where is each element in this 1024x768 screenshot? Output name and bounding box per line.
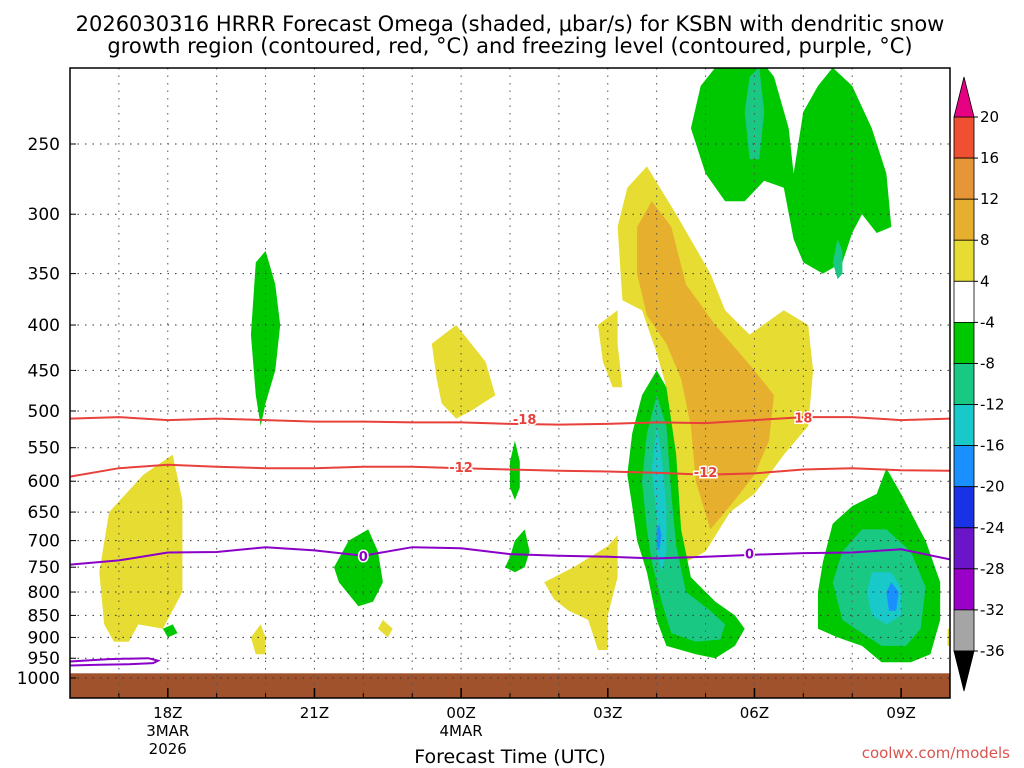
colorbar-label--28: -28 bbox=[980, 560, 1005, 578]
y-tick-label-650: 650 bbox=[28, 503, 60, 523]
colorbar-box-12 bbox=[953, 609, 975, 652]
colorbar-box-4 bbox=[953, 280, 975, 323]
y-tick-label-500: 500 bbox=[28, 402, 60, 422]
colorbar-box-1 bbox=[953, 157, 975, 200]
colorbar-label--4: -4 bbox=[980, 313, 995, 331]
colorbar-label--12: -12 bbox=[980, 396, 1005, 414]
chart-title-line-2: growth region (contoured, red, °C) and f… bbox=[107, 34, 912, 58]
colorbar-box-2 bbox=[953, 198, 975, 241]
colorbar-extend-high bbox=[953, 76, 975, 118]
y-tick-label-950: 950 bbox=[28, 649, 60, 669]
x-tick-label-00Z: 00Z bbox=[446, 704, 475, 722]
colorbar-box-7 bbox=[953, 404, 975, 446]
y-tick-label-600: 600 bbox=[28, 472, 60, 492]
y-tick-label-250: 250 bbox=[28, 135, 60, 155]
grid-lines bbox=[70, 68, 950, 698]
colorbar-box-0 bbox=[953, 116, 975, 159]
colorbar-label-4: 4 bbox=[980, 272, 990, 290]
omega-region-16 bbox=[690, 68, 892, 274]
x-tick-label-06Z: 06Z bbox=[740, 704, 769, 722]
colorbar-label--20: -20 bbox=[980, 478, 1005, 496]
colorbar-label--24: -24 bbox=[980, 519, 1005, 537]
colorbar-box-9 bbox=[953, 486, 975, 529]
x-tick-label-03Z: 03Z bbox=[593, 704, 622, 722]
colorbar-label--32: -32 bbox=[980, 601, 1005, 619]
contour-freezing-low bbox=[70, 657, 161, 667]
y-tick-label-700: 700 bbox=[28, 532, 60, 552]
colorbar-label-16: 16 bbox=[980, 149, 999, 167]
colorbar-box-5 bbox=[953, 321, 975, 364]
y-tick-label-800: 800 bbox=[28, 583, 60, 603]
colorbar-label--16: -16 bbox=[980, 437, 1005, 455]
omega-region-23 bbox=[886, 582, 899, 611]
colorbar-box-8 bbox=[953, 445, 975, 488]
colorbar-label--36: -36 bbox=[980, 642, 1005, 660]
omega-region-7 bbox=[637, 201, 774, 530]
contour-label--12b: -12 bbox=[694, 466, 718, 481]
omega-region-24 bbox=[656, 523, 662, 552]
plot-area: -18 -12 -12 18 0 0 bbox=[69, 67, 951, 699]
omega-region-2 bbox=[378, 619, 393, 638]
colorbar-box-11 bbox=[953, 568, 975, 611]
omega-region-11 bbox=[162, 624, 178, 638]
y-tick-label-300: 300 bbox=[28, 205, 60, 225]
colorbar-label-8: 8 bbox=[980, 231, 990, 249]
x-tick-label-09Z: 09Z bbox=[886, 704, 915, 722]
x-tick-label-18Z: 18Z bbox=[153, 704, 182, 722]
omega-region-4 bbox=[544, 535, 618, 650]
colorbar-label--8: -8 bbox=[980, 354, 995, 372]
colorbar: 20 16 12 8 4 -4 -8 -12 -16 -20 -24 -28 -32 -36 bbox=[953, 76, 1005, 692]
colorbar-label-12: 12 bbox=[980, 190, 999, 208]
y-tick-label-550: 550 bbox=[28, 439, 60, 459]
chart-title-line-1: 2026030316 HRRR Forecast Omega (shaded, … bbox=[76, 12, 945, 36]
credit-link[interactable]: coolwx.com/models bbox=[862, 744, 1010, 762]
omega-region-5 bbox=[598, 310, 623, 388]
y-axis: 2503003504004505005506006507007508008509… bbox=[17, 135, 76, 689]
colorbar-box-6 bbox=[953, 363, 975, 405]
x-tick-date-00Z: 4MAR bbox=[440, 722, 483, 740]
omega-region-17 bbox=[642, 395, 726, 642]
temperature-contours: -18 -12 -12 18 0 0 bbox=[70, 410, 950, 667]
contour-label-freezing-b: 0 bbox=[745, 548, 754, 563]
colorbar-extend-low bbox=[953, 650, 975, 692]
omega-region-10 bbox=[334, 529, 383, 607]
y-tick-label-1000: 1000 bbox=[17, 669, 60, 689]
omega-region-3 bbox=[431, 325, 496, 419]
contour--18 bbox=[70, 416, 950, 426]
colorbar-box-10 bbox=[953, 527, 975, 570]
omega-region-0 bbox=[99, 454, 183, 642]
omega-region-12 bbox=[505, 529, 530, 573]
x-tick-year-18Z: 2026 bbox=[149, 740, 187, 758]
y-tick-label-350: 350 bbox=[28, 265, 60, 285]
omega-region-20 bbox=[832, 239, 843, 280]
contour-label--18b: 18 bbox=[794, 412, 812, 427]
omega-shading bbox=[99, 68, 950, 663]
x-axis-label: Forecast Time (UTC) bbox=[414, 746, 605, 768]
contour-label-freezing: 0 bbox=[359, 550, 368, 565]
x-tick-label-21Z: 21Z bbox=[300, 704, 329, 722]
x-tick-date-18Z: 3MAR bbox=[146, 722, 189, 740]
y-tick-label-900: 900 bbox=[28, 628, 60, 648]
y-tick-label-400: 400 bbox=[28, 316, 60, 336]
y-tick-label-750: 750 bbox=[28, 558, 60, 578]
colorbar-box-3 bbox=[953, 239, 975, 282]
y-tick-label-850: 850 bbox=[28, 606, 60, 626]
y-tick-label-450: 450 bbox=[28, 361, 60, 381]
omega-region-1 bbox=[250, 624, 266, 655]
contour-label--12: -12 bbox=[449, 461, 473, 476]
contour-label--18: -18 bbox=[513, 413, 537, 428]
contour-freezing bbox=[70, 546, 950, 566]
contour--12 bbox=[70, 463, 950, 478]
omega-region-21 bbox=[651, 426, 667, 573]
colorbar-label-20: 20 bbox=[980, 108, 999, 126]
